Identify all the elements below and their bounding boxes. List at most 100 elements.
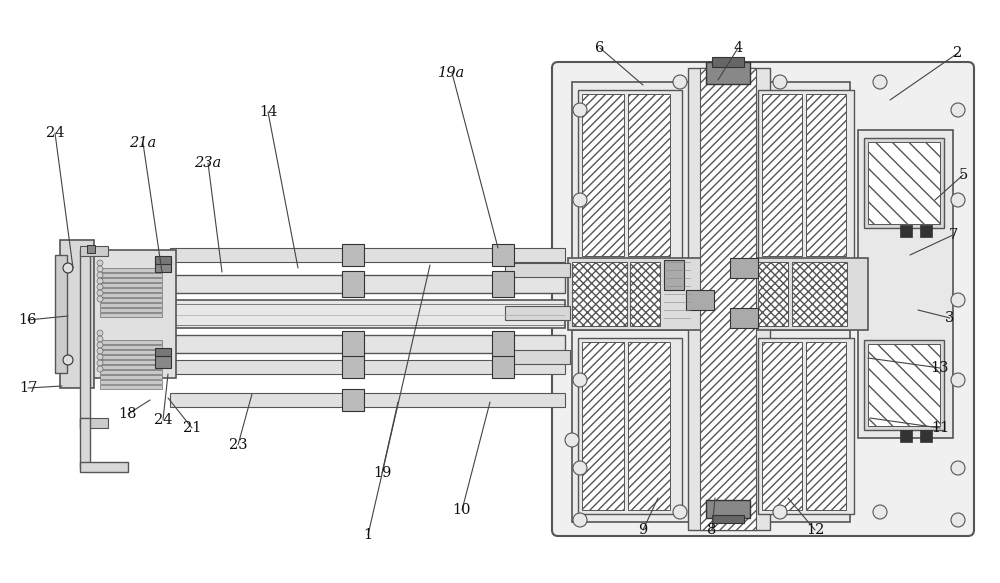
- Bar: [582, 94, 624, 256]
- Circle shape: [97, 330, 103, 336]
- Bar: [758, 90, 854, 260]
- Bar: [342, 271, 364, 297]
- Text: 8: 8: [707, 523, 717, 537]
- Bar: [100, 283, 162, 287]
- Bar: [80, 250, 90, 428]
- Bar: [900, 225, 912, 237]
- Text: 12: 12: [806, 523, 824, 537]
- Bar: [492, 331, 514, 357]
- Bar: [100, 288, 162, 292]
- Text: 23: 23: [229, 438, 247, 452]
- Circle shape: [97, 260, 103, 266]
- Circle shape: [97, 284, 103, 290]
- Text: 19: 19: [373, 466, 391, 480]
- Text: 7: 7: [948, 228, 958, 242]
- Bar: [806, 94, 846, 256]
- Bar: [864, 340, 944, 430]
- Bar: [572, 82, 850, 267]
- Text: 23a: 23a: [194, 156, 222, 170]
- Bar: [100, 340, 162, 344]
- Text: 11: 11: [931, 421, 949, 435]
- Text: 19a: 19a: [438, 66, 466, 80]
- Bar: [700, 68, 756, 530]
- Bar: [100, 370, 162, 374]
- Bar: [582, 342, 624, 510]
- Bar: [758, 262, 788, 326]
- Circle shape: [565, 433, 579, 447]
- Bar: [170, 275, 565, 293]
- Circle shape: [63, 263, 73, 273]
- Bar: [342, 331, 364, 357]
- Bar: [630, 262, 660, 326]
- Text: 21: 21: [183, 421, 201, 435]
- Bar: [762, 94, 802, 256]
- Text: 6: 6: [595, 41, 605, 55]
- Bar: [758, 338, 854, 514]
- Bar: [155, 256, 171, 264]
- Bar: [342, 356, 364, 378]
- Bar: [688, 68, 770, 530]
- Bar: [88, 250, 176, 378]
- Bar: [706, 500, 750, 518]
- Circle shape: [97, 266, 103, 272]
- Text: 21a: 21a: [129, 136, 157, 150]
- Circle shape: [951, 293, 965, 307]
- Bar: [87, 245, 95, 253]
- Text: 9: 9: [638, 523, 648, 537]
- Circle shape: [97, 296, 103, 302]
- Text: 4: 4: [733, 41, 743, 55]
- Bar: [155, 260, 171, 272]
- Bar: [572, 330, 850, 522]
- Text: 14: 14: [259, 105, 277, 119]
- Bar: [868, 142, 940, 224]
- Bar: [100, 385, 162, 389]
- Circle shape: [97, 278, 103, 284]
- Bar: [492, 356, 514, 378]
- Circle shape: [573, 373, 587, 387]
- Bar: [505, 350, 570, 364]
- Text: 24: 24: [46, 126, 64, 140]
- Bar: [100, 313, 162, 317]
- Bar: [342, 244, 364, 266]
- Bar: [492, 271, 514, 297]
- Circle shape: [673, 75, 687, 89]
- Circle shape: [873, 505, 887, 519]
- Text: 10: 10: [453, 503, 471, 517]
- Bar: [792, 262, 847, 326]
- Bar: [80, 418, 108, 428]
- Bar: [100, 365, 162, 369]
- Bar: [100, 298, 162, 302]
- Bar: [900, 430, 912, 442]
- Circle shape: [63, 355, 73, 365]
- Bar: [706, 62, 750, 84]
- Bar: [868, 344, 940, 426]
- Circle shape: [573, 193, 587, 207]
- Text: 3: 3: [945, 311, 955, 325]
- Bar: [730, 308, 758, 328]
- Bar: [572, 262, 627, 326]
- Circle shape: [951, 373, 965, 387]
- Bar: [628, 94, 670, 256]
- Bar: [342, 389, 364, 411]
- Bar: [100, 375, 162, 379]
- Bar: [712, 57, 744, 67]
- Bar: [60, 240, 94, 388]
- Bar: [100, 355, 162, 359]
- Bar: [80, 246, 108, 256]
- Bar: [920, 225, 932, 237]
- Circle shape: [773, 505, 787, 519]
- Text: 1: 1: [363, 528, 373, 542]
- Text: 24: 24: [154, 413, 172, 427]
- Bar: [100, 278, 162, 282]
- Circle shape: [97, 366, 103, 372]
- Bar: [492, 244, 514, 266]
- Circle shape: [97, 290, 103, 296]
- Bar: [170, 335, 565, 353]
- Bar: [80, 462, 128, 472]
- Circle shape: [573, 513, 587, 527]
- Circle shape: [951, 193, 965, 207]
- Circle shape: [951, 103, 965, 117]
- Bar: [55, 255, 67, 373]
- Bar: [920, 430, 932, 442]
- Text: 18: 18: [119, 407, 137, 421]
